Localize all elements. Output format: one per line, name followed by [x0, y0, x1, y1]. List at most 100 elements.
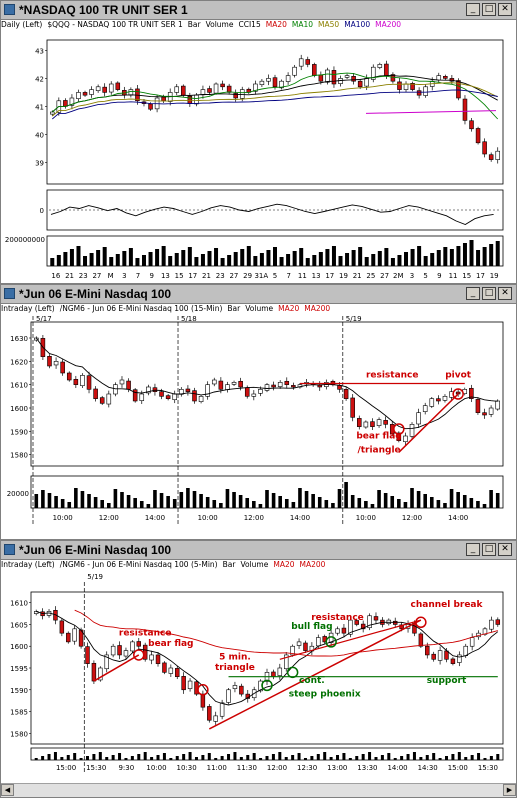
- maximize-icon[interactable]: □: [482, 287, 496, 300]
- date-tick-label: 2M: [393, 272, 404, 280]
- candle-body: [357, 418, 362, 427]
- y-tick-label: 1595: [10, 665, 28, 673]
- cci-pane-frame: [46, 189, 504, 231]
- info-item: MA200: [375, 20, 402, 29]
- volume-bar: [303, 758, 307, 760]
- candle-body: [495, 619, 501, 625]
- date-tick-label: 13: [161, 272, 170, 280]
- volume-bar: [148, 252, 153, 266]
- volume-bar: [128, 248, 133, 266]
- candle-body: [85, 646, 90, 664]
- volume-bar: [279, 257, 284, 266]
- maximize-icon[interactable]: □: [482, 543, 496, 556]
- five-min-chart-window: *Jun 06 E-Mini Nasdaq 100 _ □ ✕ Intraday…: [0, 540, 517, 798]
- volume-bar: [364, 501, 368, 508]
- triangle-circle: [197, 684, 209, 696]
- time-tick-label: 9:30: [118, 764, 134, 772]
- candle-body: [165, 395, 171, 399]
- volume-bar: [462, 495, 467, 508]
- window-titlebar[interactable]: *Jun 06 E-Mini Nasdaq 100 _ □ ✕: [1, 285, 516, 304]
- y-tick-label: 1600: [10, 643, 28, 651]
- volume-bar: [331, 503, 335, 508]
- volume-bar: [344, 482, 348, 508]
- candle-body: [403, 435, 408, 443]
- time-tick-label: 10:00: [53, 514, 73, 522]
- volume-bar: [220, 756, 224, 760]
- volume-bar: [483, 758, 487, 760]
- volume-bar: [69, 249, 74, 266]
- candle-body: [117, 645, 122, 656]
- candle-body: [159, 391, 164, 397]
- info-item: Bar: [187, 20, 201, 29]
- candle-body: [76, 92, 81, 100]
- candle-body: [146, 386, 151, 394]
- bear-flag-circle: [393, 423, 405, 435]
- volume-bar: [161, 246, 166, 266]
- volume-bar: [383, 493, 388, 508]
- volume-bar: [34, 494, 39, 508]
- close-icon[interactable]: ✕: [498, 3, 512, 16]
- candle-body: [469, 120, 474, 130]
- y-tick-label: 1580: [10, 730, 28, 738]
- volume-bar: [135, 258, 140, 266]
- candle-body: [207, 88, 212, 93]
- date-tick-label: 7: [136, 272, 140, 280]
- date-tick-label: M: [108, 272, 114, 280]
- date-tick-label: 16: [51, 272, 60, 280]
- time-tick-label: 10:30: [177, 764, 197, 772]
- horizontal-scrollbar[interactable]: ◀ ▶: [1, 783, 516, 797]
- volume-bar: [324, 500, 329, 508]
- volume-bar: [47, 754, 51, 760]
- volume-bar: [298, 488, 302, 508]
- info-item: Intraday (Left): [1, 560, 55, 569]
- channel-break-circle: [415, 616, 427, 629]
- candle-body: [136, 641, 142, 647]
- volume-bar: [214, 248, 219, 266]
- y-tick-label: 1600: [10, 405, 28, 413]
- volume-bar: [232, 492, 236, 508]
- info-item: Intraday (Left): [1, 304, 55, 313]
- date-tick-label: 21: [65, 272, 74, 280]
- date-tick-label: 17: [188, 272, 197, 280]
- volume-bar: [120, 492, 124, 508]
- volume-bar: [364, 257, 369, 266]
- pivot-circle: [452, 388, 464, 400]
- maximize-icon[interactable]: □: [482, 3, 496, 16]
- five-min-price-chart: 1580 1585 1590 1595 1600 1605 1610 5/19 resistan…: [10, 573, 504, 772]
- volume-bar: [323, 752, 327, 760]
- candle-body: [392, 620, 398, 625]
- volume-bar: [201, 755, 205, 760]
- volume-bar: [79, 758, 83, 760]
- volume-bar: [143, 752, 147, 760]
- candle-body: [239, 685, 244, 695]
- chart-window-icon[interactable]: [4, 544, 15, 555]
- window-titlebar[interactable]: *Jun 06 E-Mini Nasdaq 100 _ □ ✕: [1, 541, 516, 560]
- volume-bar: [156, 755, 160, 760]
- candle-body: [360, 623, 366, 630]
- close-icon[interactable]: ✕: [498, 543, 512, 556]
- candle-body: [181, 85, 186, 96]
- scroll-left-icon[interactable]: ◀: [1, 784, 14, 796]
- session-label: 5/19: [87, 573, 103, 581]
- candle-body: [174, 86, 180, 93]
- chart-window-icon[interactable]: [4, 4, 15, 15]
- minimize-icon[interactable]: _: [466, 287, 480, 300]
- triangle-label: triangle: [215, 663, 255, 673]
- volume-bar: [168, 256, 173, 266]
- date-tick-label: 21: [202, 272, 211, 280]
- window-titlebar[interactable]: *NASDAQ 100 TR UNIT SER 1 _ □ ✕: [1, 1, 516, 20]
- candle-body: [231, 382, 237, 385]
- candle-body: [72, 628, 77, 642]
- chart-window-icon[interactable]: [4, 288, 15, 299]
- scroll-right-icon[interactable]: ▶: [503, 784, 516, 796]
- minimize-icon[interactable]: _: [466, 3, 480, 16]
- candle-body: [95, 86, 101, 91]
- candle-body: [108, 83, 114, 93]
- volume-bar: [146, 504, 151, 508]
- volume-bar: [265, 490, 269, 508]
- info-item: Volume: [240, 560, 269, 569]
- close-icon[interactable]: ✕: [498, 287, 512, 300]
- minimize-icon[interactable]: _: [466, 543, 480, 556]
- fifteen-min-chart-window: *Jun 06 E-Mini Nasdaq 100 _ □ ✕ Intraday…: [0, 284, 517, 540]
